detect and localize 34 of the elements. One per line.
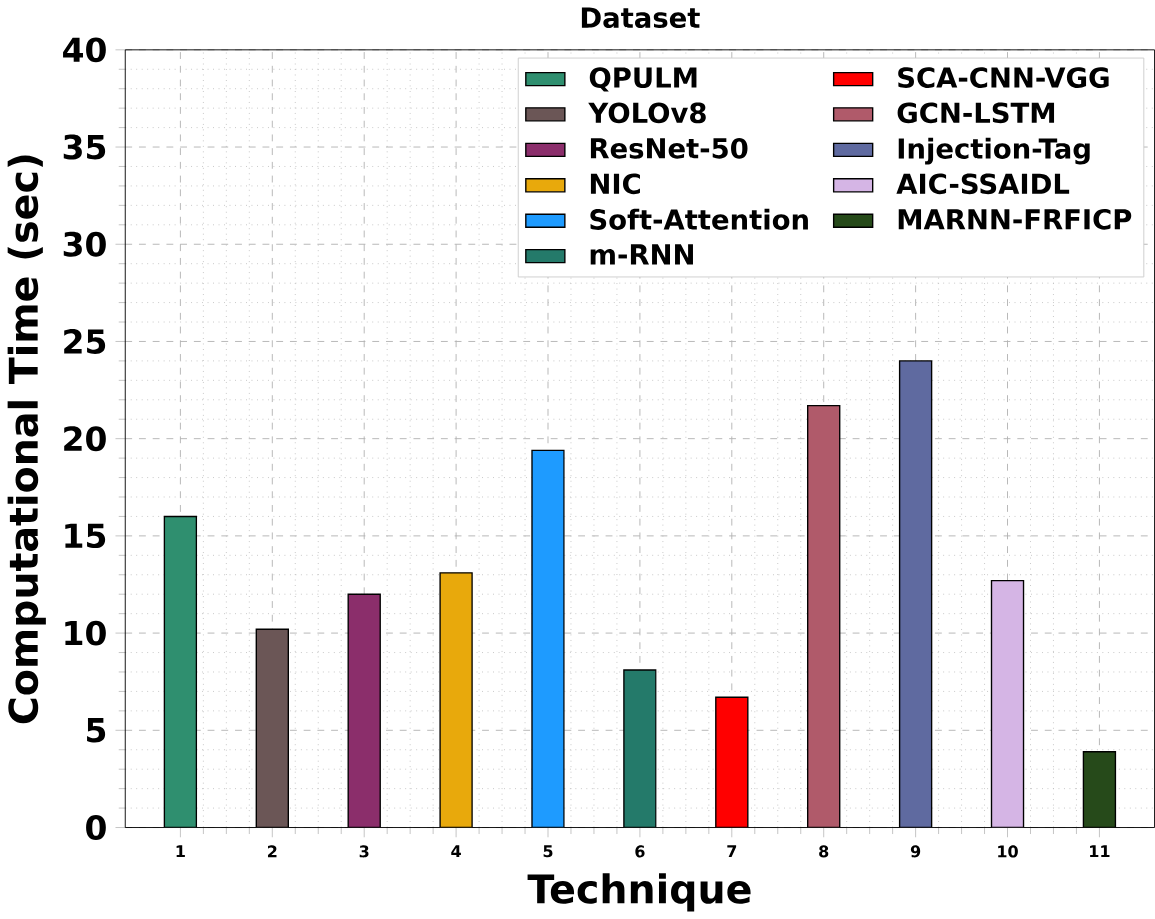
x-tick-label: 7	[727, 845, 737, 858]
x-tick-label: 4	[451, 845, 461, 858]
y-axis-title: Computational Time (sec)	[7, 155, 46, 724]
x-tick-label: 9	[910, 845, 921, 858]
y-tick-label: 30	[63, 231, 106, 257]
x-tick-label: 8	[819, 845, 829, 858]
x-tick-label: 5	[543, 845, 553, 858]
y-tick-label: 10	[65, 620, 106, 646]
legend-label: SCA-CNN-VGG	[898, 67, 1109, 88]
legend-label: GCN-LSTM	[897, 102, 1055, 124]
x-tick-label: 11	[1090, 845, 1110, 858]
y-tick-label: 5	[87, 718, 106, 743]
x-tick-label: 10	[998, 845, 1018, 858]
x-tick-label: 1	[176, 845, 185, 858]
legend-label: MARNN-FRFICP	[898, 208, 1132, 230]
legend-label: m-RNN	[590, 244, 693, 265]
x-tick-label: 2	[267, 845, 277, 858]
legend-label: Injection-Tag	[898, 137, 1090, 165]
y-tick-label: 20	[64, 426, 106, 452]
legend-label: ResNet-50	[590, 137, 748, 159]
legend-label: QPULM	[589, 67, 697, 92]
legend-label: YOLOv8	[588, 102, 706, 124]
y-tick-label: 0	[86, 815, 106, 840]
x-tick-label: 6	[635, 845, 645, 858]
y-tick-label: 25	[64, 329, 106, 354]
legend-label: AIC-SSAIDL	[896, 173, 1070, 195]
legend-label: Soft-Attention	[590, 208, 808, 230]
x-tick-label: 3	[359, 845, 369, 858]
chart-title: Dataset	[581, 7, 700, 29]
legend-label: NIC	[590, 173, 640, 195]
x-axis-title: Technique	[527, 873, 751, 912]
y-tick-label: 15	[65, 523, 106, 549]
y-tick-label: 35	[63, 134, 106, 160]
y-tick-label: 40	[63, 37, 106, 63]
